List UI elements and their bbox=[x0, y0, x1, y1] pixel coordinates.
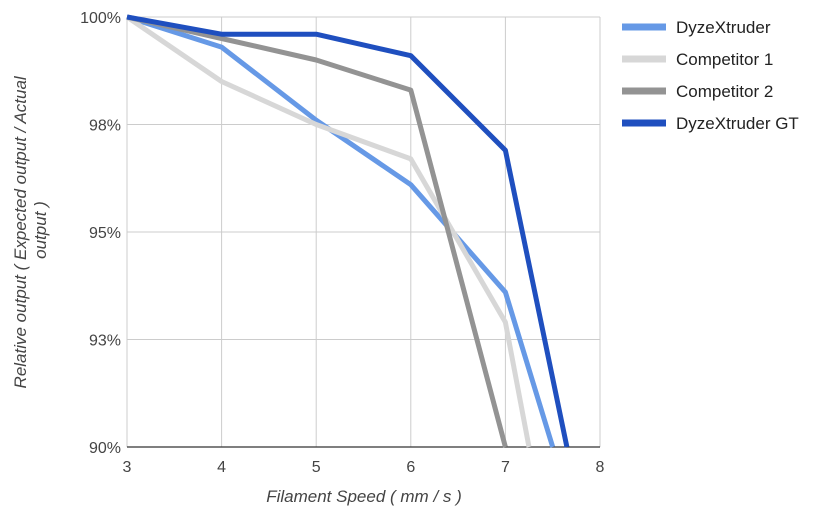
legend-label-dyzextruder: DyzeXtruder bbox=[676, 18, 771, 37]
y-axis-ticks: 90% 93% 95% 98% 100% bbox=[80, 10, 121, 457]
x-tick-label: 8 bbox=[596, 459, 605, 476]
x-tick-label: 7 bbox=[501, 459, 510, 476]
x-axis-title: Filament Speed ( mm / s ) bbox=[266, 487, 462, 506]
series-line-dyzextruder-gt bbox=[126, 14, 570, 448]
y-tick-label: 100% bbox=[80, 10, 121, 27]
y-tick-label: 93% bbox=[89, 333, 121, 350]
y-tick-label: 90% bbox=[89, 440, 121, 457]
series-lines bbox=[125, 14, 570, 448]
y-tick-label: 95% bbox=[89, 225, 121, 242]
x-axis-ticks: 3 4 5 6 7 8 bbox=[123, 459, 605, 476]
x-tick-label: 6 bbox=[406, 459, 415, 476]
grid bbox=[126, 16, 601, 448]
series-line-dyzextruder bbox=[126, 14, 556, 448]
series-line-competitor-2 bbox=[126, 14, 508, 448]
legend-label-dyzextruder-gt: DyzeXtruder GT bbox=[676, 114, 799, 133]
y-axis-title-line-1: Relative output ( Expected output / Actu… bbox=[11, 75, 30, 388]
x-tick-label: 4 bbox=[217, 459, 226, 476]
legend-label-competitor-2: Competitor 2 bbox=[676, 82, 773, 101]
y-axis-title: Relative output ( Expected output / Actu… bbox=[11, 72, 50, 389]
x-tick-label: 3 bbox=[123, 459, 132, 476]
legend: DyzeXtruder Competitor 1 Competitor 2 DyzeX… bbox=[622, 18, 799, 133]
y-tick-label: 98% bbox=[89, 118, 121, 135]
legend-label-competitor-1: Competitor 1 bbox=[676, 50, 773, 69]
y-axis-title-line-2: output ) bbox=[31, 201, 50, 259]
x-tick-label: 5 bbox=[312, 459, 321, 476]
series-line-competitor-1 bbox=[125, 14, 532, 448]
